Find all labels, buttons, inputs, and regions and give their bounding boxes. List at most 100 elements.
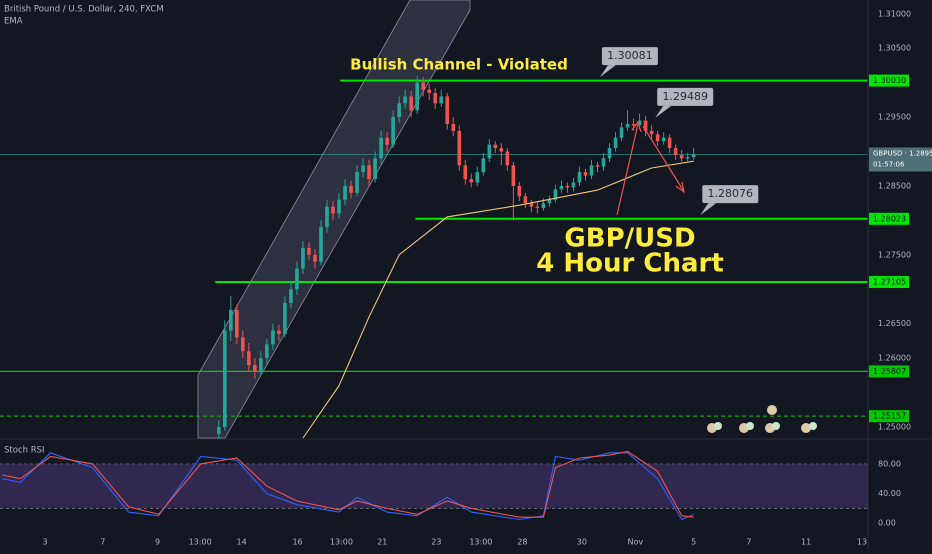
candle-body: [481, 158, 486, 173]
candle-body: [433, 92, 438, 104]
candle-body: [325, 206, 329, 228]
x-tick-label: 21: [377, 538, 387, 547]
level-label: 1.25157: [873, 412, 906, 421]
candle-body: [223, 330, 227, 427]
y-tick-label: 1.28500: [878, 181, 911, 190]
x-tick-label: 13: [857, 538, 867, 547]
candle-body: [379, 137, 383, 159]
candle-body: [625, 123, 630, 128]
x-tick-label: 28: [517, 538, 527, 547]
candle-body: [439, 96, 444, 104]
candle-body: [511, 165, 516, 186]
x-tick-label: 7: [100, 538, 105, 547]
candle-body: [643, 120, 648, 131]
candle-body: [475, 172, 480, 183]
x-tick-label: 16: [292, 538, 302, 547]
x-tick-label: 30: [577, 538, 587, 547]
candle-body: [241, 337, 245, 352]
callout-pointer: [700, 203, 717, 216]
x-tick-label: 7: [746, 538, 751, 547]
candle-body: [373, 158, 377, 180]
last-price-label: GBPUSD · 1.28957: [873, 149, 932, 157]
candle-body: [421, 82, 425, 90]
candle-body: [667, 137, 672, 149]
arrow-head: [675, 181, 685, 194]
candle-body: [529, 203, 534, 207]
callout-box: [657, 87, 714, 106]
annotation: Bullish Channel - Violated: [350, 56, 568, 74]
candle-body: [457, 130, 462, 166]
candle-body: [385, 137, 389, 145]
candle-body: [445, 96, 450, 124]
y-tick-label: 1.30500: [878, 44, 911, 53]
candle-body: [541, 203, 546, 208]
candle-body: [307, 247, 311, 255]
candle-body: [493, 144, 498, 149]
y-tick-label: 1.26000: [878, 354, 911, 363]
candle-body: [649, 130, 654, 135]
level-tag: [869, 212, 909, 225]
x-tick-label: 14: [237, 538, 247, 547]
candle-body: [343, 185, 347, 200]
candle-body: [577, 172, 582, 183]
candle-body: [613, 137, 618, 149]
candle-body: [295, 268, 299, 290]
candle-body: [217, 426, 221, 434]
x-tick-label: 23: [431, 538, 441, 547]
y-tick-label: 1.27500: [878, 250, 911, 259]
candle-body: [691, 154, 696, 158]
candle-body: [427, 89, 431, 93]
level-label: 1.25807: [873, 367, 906, 376]
candle-body: [655, 134, 660, 142]
candle-body: [355, 172, 359, 193]
candle-body: [391, 117, 395, 145]
candle-body: [397, 103, 401, 118]
callout-pointer: [655, 105, 672, 118]
candle-body: [313, 254, 317, 262]
candle-body: [685, 157, 690, 159]
candle-body: [367, 165, 371, 180]
candle-body: [301, 247, 305, 269]
candle-body: [535, 206, 540, 208]
level-label: 1.28023: [873, 214, 906, 223]
chart-title: British Pound / U.S. Dollar, 240, FXCM: [4, 5, 164, 15]
candle-body: [547, 199, 552, 204]
indicator-label: EMA: [4, 17, 23, 27]
level-tag: [869, 365, 909, 378]
callout-label: 1.28076: [708, 187, 754, 200]
candle-body: [283, 303, 287, 335]
candle-body: [247, 351, 251, 365]
candle-body: [289, 289, 293, 304]
candle-body: [265, 344, 269, 359]
candle-body: [469, 179, 474, 183]
last-price-tag: [869, 147, 932, 172]
rsi-tick-label: 0.00: [878, 519, 896, 528]
candle-body: [463, 165, 468, 180]
callout-box: [601, 47, 658, 66]
candle-body: [559, 185, 564, 190]
x-tick-label: 3: [43, 538, 48, 547]
candle-body: [253, 365, 257, 372]
x-tick-label: 13:00: [189, 538, 212, 547]
callout-box: [702, 185, 759, 204]
candle-body: [499, 148, 504, 152]
candle-body: [637, 120, 642, 126]
annotation: 4 Hour Chart: [536, 249, 724, 279]
x-tick-label: 13:00: [330, 538, 353, 547]
candle-body: [331, 206, 335, 214]
candle-body: [589, 165, 594, 176]
candle-body: [583, 172, 588, 176]
candle-body: [601, 158, 606, 167]
pane-title: Stoch RSI: [4, 446, 45, 456]
candle-body: [277, 330, 281, 335]
candle-body: [595, 165, 600, 167]
candle-body: [409, 96, 413, 111]
candle-body: [487, 144, 492, 159]
candle-body: [349, 185, 353, 193]
level-label: 1.30030: [873, 76, 906, 85]
arrow: [616, 123, 639, 216]
candle-body: [571, 182, 576, 188]
candle-body: [679, 154, 684, 159]
